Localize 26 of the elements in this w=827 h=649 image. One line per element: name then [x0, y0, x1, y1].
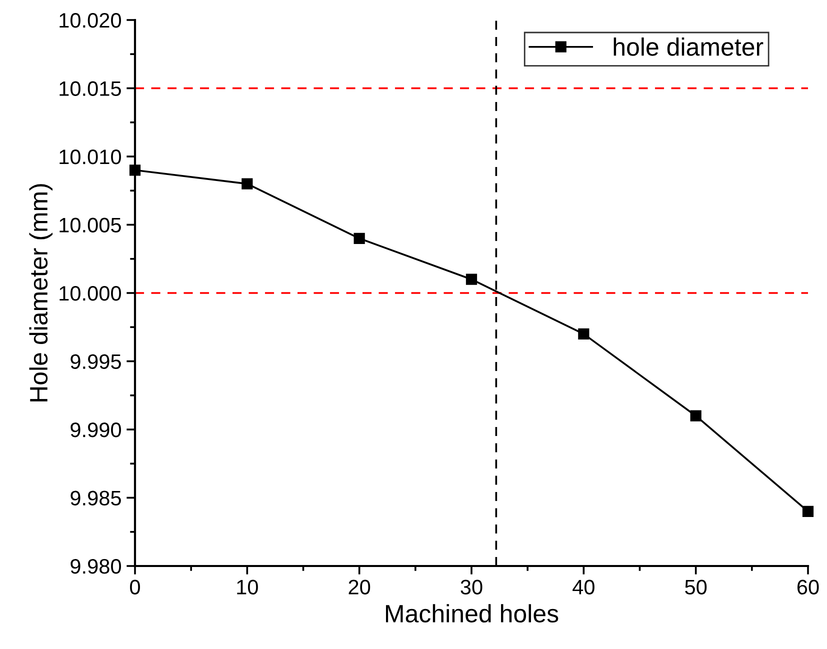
- x-tick-label: 0: [130, 580, 140, 594]
- y-tick-label: 9.980: [70, 559, 121, 574]
- y-tick-label: 10.015: [60, 81, 121, 96]
- x-tick-label: 30: [460, 580, 482, 594]
- x-tick-label: 40: [572, 580, 594, 594]
- x-tick-label: 50: [685, 580, 707, 594]
- y-tick-label: 9.990: [70, 422, 121, 438]
- y-axis-title: Hole diameter (mm): [29, 184, 53, 402]
- y-tick-label: 9.985: [70, 490, 121, 506]
- x-axis-title: Machined holes: [386, 604, 558, 623]
- y-tick-label: 10.005: [60, 218, 121, 233]
- y-tick-label: 10.010: [60, 150, 121, 164]
- y-tick-label: 10.020: [60, 13, 121, 28]
- point: [354, 232, 365, 244]
- point: [242, 178, 253, 190]
- x-tick-label: 10: [237, 580, 258, 594]
- point: [578, 328, 590, 340]
- y-tick-label: 9.995: [70, 354, 121, 370]
- legend-label: hole diameter: [614, 38, 764, 56]
- point: [690, 410, 702, 422]
- point: [802, 506, 814, 517]
- y-tick-label: 10.000: [60, 286, 121, 301]
- point: [129, 164, 141, 176]
- x-tick-label: 20: [348, 580, 370, 594]
- point: [466, 274, 478, 285]
- x-tick-label: 60: [797, 580, 819, 594]
